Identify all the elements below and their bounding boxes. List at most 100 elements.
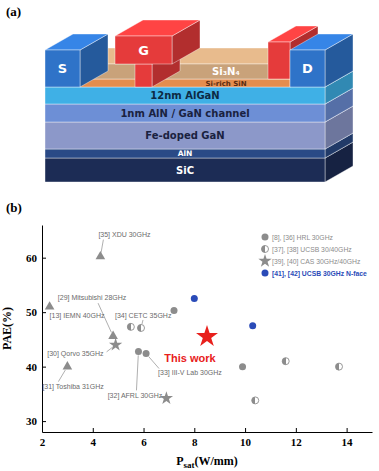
layer-front: [45, 87, 325, 104]
layer-label: Si-rich SiN: [205, 80, 246, 88]
x-axis-title-part: (W/mm): [195, 454, 238, 468]
annotation-label: [34] CETC 35GHz: [115, 312, 172, 320]
annotated-point: [196, 325, 218, 346]
x-tick: 12: [291, 428, 303, 448]
x-tick-label: 10: [240, 436, 252, 448]
x-axis-line: [43, 432, 373, 433]
x-tick-label: 8: [192, 436, 198, 448]
annotated-point: [138, 324, 145, 331]
x-tick: 8: [192, 428, 198, 448]
annotated-point: [63, 361, 73, 369]
x-axis-title-part: sat: [184, 460, 195, 470]
x-tick-mark: [296, 428, 297, 432]
annotated-point: [45, 301, 55, 309]
x-tick-mark: [245, 428, 246, 432]
data-point: [127, 323, 134, 330]
data-point: [252, 397, 259, 404]
legend-marker: [258, 254, 271, 267]
annotation-label: [31] Toshiba 31GHz: [42, 383, 104, 391]
y-tick-mark: [42, 258, 46, 259]
layer-front: [80, 64, 290, 79]
x-tick-label: 14: [342, 436, 354, 448]
layer-front: [80, 79, 290, 87]
highlight-label: This work: [164, 352, 216, 364]
y-tick: 40: [26, 361, 46, 373]
leader-line: [101, 240, 103, 253]
annotations: [35] XDU 30GHz [29] Mitsubishi 28GHz [13] …: [42, 231, 222, 401]
source-contact: [45, 34, 108, 87]
gate-stem-front: [135, 64, 152, 87]
layer-front: [45, 149, 325, 158]
drain-contact-front: [290, 50, 325, 87]
x-tick: 14: [342, 428, 354, 448]
y-axis-title: PAE(%): [0, 307, 14, 350]
legend-marker: [262, 234, 269, 241]
annotation-label: [33] III-V Lab 30GHz: [158, 369, 222, 377]
x-tick-label: 12: [291, 436, 303, 448]
y-tick-label: 60: [26, 252, 38, 264]
y-tick: 30: [26, 415, 46, 427]
panel-label: (b): [6, 200, 22, 215]
legend-marker: [262, 246, 269, 253]
source-contact-front: [45, 50, 80, 87]
x-tick-mark: [93, 428, 94, 432]
leader-line: [142, 320, 143, 324]
legend-label: [8], [36] HRL 30GHz: [272, 234, 334, 242]
layer-label: 12nm AlGaN: [150, 90, 219, 101]
annotated-point: [143, 350, 150, 357]
y-tick-mark: [42, 421, 46, 422]
annotation-label: [13] IEMN 40GHz: [50, 312, 105, 320]
device-diagram: (a)SiCAlNFe-doped GaN1nm AlN / GaN chann…: [6, 4, 353, 182]
y-tick-mark: [42, 312, 46, 313]
annotated-point: [96, 251, 106, 259]
layer-front: [45, 104, 325, 122]
data-point: [191, 295, 198, 302]
x-tick-label: 4: [91, 436, 97, 448]
x-tick-mark: [144, 428, 145, 432]
y-tick-label: 50: [26, 306, 38, 318]
y-tick: 50: [26, 306, 46, 318]
x-axis-title: Psat(W/mm): [176, 454, 238, 470]
leader-line: [107, 347, 113, 352]
gate-head: [115, 20, 200, 64]
drain-contact: [290, 34, 353, 87]
leader-line: [136, 355, 138, 390]
x-tick-label: 6: [141, 436, 147, 448]
data-point: [249, 322, 256, 329]
annotation-label: [30] Qorvo 35GHz: [47, 350, 104, 358]
layer-front: [45, 122, 325, 149]
contact-label: G: [138, 43, 149, 58]
y-axis-line: [42, 226, 43, 433]
gate-head-top: [115, 20, 200, 36]
x-tick-label: 2: [40, 436, 46, 448]
legend-label: [39], [40] CAS 30GHz/40GHz: [272, 258, 361, 266]
layer-top: [45, 88, 353, 104]
y-tick: 60: [26, 252, 46, 264]
drain-plate-front: [268, 42, 290, 79]
drain-contact-top: [290, 34, 353, 50]
layer-label: Si₃N₄: [212, 66, 240, 77]
legend-marker: [262, 270, 269, 277]
legend-label: [41], [42] UCSB 30GHz N-face: [272, 270, 367, 278]
y-axis: 30 40 50 60: [26, 226, 46, 433]
annotated-point: [135, 348, 142, 355]
annotation-label: [29] Mitsubishi 28GHz: [58, 294, 127, 302]
x-tick: 10: [240, 428, 252, 448]
data-point: [171, 307, 178, 314]
legend: [8], [36] HRL 30GHz [37], [38] UCSB 30/40…: [258, 234, 367, 278]
x-tick-mark: [194, 428, 195, 432]
source-contact-top: [45, 34, 108, 50]
layer-front: [45, 158, 325, 182]
annotation-label: [32] AFRL 30GHz: [108, 392, 163, 400]
y-tick-mark: [42, 367, 46, 368]
annotated-point: [108, 331, 118, 339]
layer-label: Fe-doped GaN: [145, 130, 224, 141]
panel-label: (a): [6, 4, 21, 19]
x-tick: 4: [91, 428, 97, 448]
annotation-label: [35] XDU 30GHz: [98, 231, 151, 239]
x-axis: 2 4 6 8 10 12 14: [40, 428, 373, 448]
x-tick-mark: [347, 428, 348, 432]
legend-label: [37], [38] UCSB 30/40GHz: [272, 246, 352, 254]
layer-label: AlN: [178, 149, 193, 158]
layer: [45, 88, 353, 122]
